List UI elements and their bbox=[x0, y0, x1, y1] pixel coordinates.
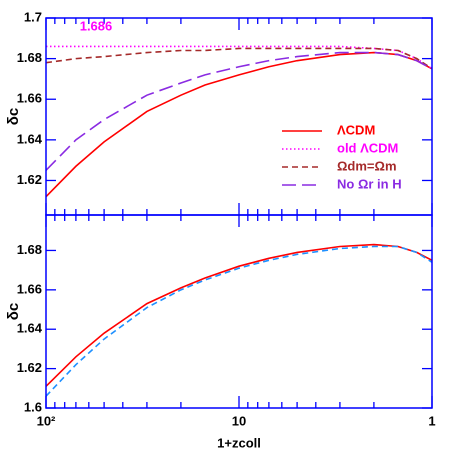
legend-label: old ΛCDM bbox=[337, 140, 398, 155]
series-line bbox=[45, 51, 433, 198]
y-tick-label: 1.6 bbox=[24, 399, 42, 414]
series-line bbox=[46, 45, 433, 70]
y-axis-label: δc bbox=[5, 108, 22, 125]
x-tick-label: 10 bbox=[232, 413, 246, 428]
x-axis-label: 1+zcoll bbox=[217, 435, 261, 450]
y-tick-label: 1.64 bbox=[17, 321, 43, 336]
series-line bbox=[45, 51, 433, 171]
y-axis-label: δc bbox=[5, 303, 22, 320]
series-line bbox=[45, 47, 433, 70]
y-tick-label: 1.68 bbox=[17, 242, 42, 257]
plot-frame bbox=[45, 214, 433, 409]
annotation: 1.686 bbox=[80, 18, 113, 33]
legend-label: ΛCDM bbox=[337, 122, 375, 137]
series-line bbox=[45, 245, 433, 397]
legend-label: No Ωr in H bbox=[337, 176, 402, 191]
y-tick-label: 1.64 bbox=[17, 131, 43, 146]
y-tick-label: 1.68 bbox=[17, 50, 42, 65]
y-tick-label: 1.62 bbox=[17, 360, 42, 375]
y-tick-label: 1.66 bbox=[17, 281, 42, 296]
x-tick-label: 1 bbox=[428, 413, 435, 428]
x-tick-label: 10² bbox=[37, 413, 56, 428]
y-tick-label: 1.66 bbox=[17, 91, 42, 106]
series-line bbox=[45, 243, 433, 387]
legend-label: Ωdm=Ωm bbox=[337, 158, 397, 173]
y-tick-label: 1.7 bbox=[24, 9, 42, 24]
y-tick-label: 1.62 bbox=[17, 172, 42, 187]
